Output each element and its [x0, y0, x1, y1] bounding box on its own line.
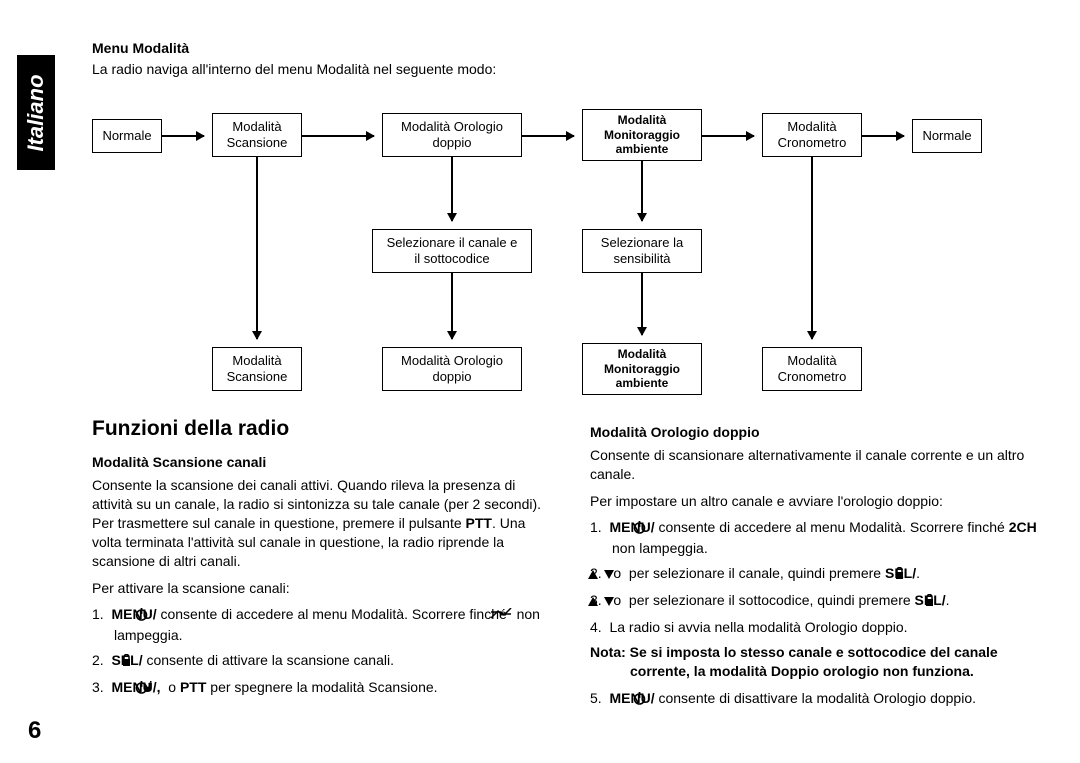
right-steps-2: 5. MENU/ consente di disattivare la moda…	[590, 689, 1050, 710]
node-monitor-top: ModalitàMonitoraggioambiente	[582, 109, 702, 161]
page-content: Menu Modalità La radio naviga all'intern…	[92, 40, 1050, 716]
two-column-body: Funzioni della radio Modalità Scansione …	[92, 415, 1050, 716]
arrow	[162, 135, 204, 137]
node-monitor-bot: ModalitàMonitoraggioambiente	[582, 343, 702, 395]
list-item: 3. o per selezionare il sottocodice, qui…	[590, 591, 1050, 612]
node-scansione-top: ModalitàScansione	[212, 113, 302, 157]
subheading-orologio: Modalità Orologio doppio	[590, 423, 1050, 442]
sidebar-language-tab: Italiano	[17, 55, 55, 170]
list-item: 2. o per selezionare il canale, quindi p…	[590, 564, 1050, 585]
list-item: 3. MENU/, o PTT per spegnere la modalità…	[92, 678, 552, 699]
section-heading-menu: Menu Modalità	[92, 40, 1050, 56]
mode-flow-diagram: Normale ModalitàScansione Modalità Orolo…	[92, 99, 1062, 409]
page-number: 6	[28, 717, 41, 745]
list-item: 4. La radio si avvia nella modalità Orol…	[590, 618, 1050, 637]
right-para-1: Consente di scansionare alternativamente…	[590, 446, 1050, 484]
left-para-2: Per attivare la scansione canali:	[92, 579, 552, 598]
arrow	[256, 157, 258, 339]
list-item: 1. MENU/ consente di accedere al menu Mo…	[92, 605, 552, 645]
arrow	[811, 157, 813, 339]
node-normale-start: Normale	[92, 119, 162, 153]
arrow	[522, 135, 574, 137]
list-item: 2. SEL/ consente di attivare la scansion…	[92, 651, 552, 672]
section-intro: La radio naviga all'interno del menu Mod…	[92, 60, 1050, 79]
left-para-1: Consente la scansione dei canali attivi.…	[92, 476, 552, 570]
arrow	[641, 273, 643, 335]
arrow	[702, 135, 754, 137]
arrow	[451, 157, 453, 221]
arrow	[862, 135, 904, 137]
heading-funzioni: Funzioni della radio	[92, 415, 552, 443]
node-orologio-top: Modalità Orologiodoppio	[382, 113, 522, 157]
arrow	[302, 135, 374, 137]
right-para-2: Per impostare un altro canale e avviare …	[590, 492, 1050, 511]
list-item: 5. MENU/ consente di disattivare la moda…	[590, 689, 1050, 710]
note-block: Nota: Se si imposta lo stesso canale e s…	[608, 643, 1050, 681]
list-item: 1. MENU/ consente di accedere al menu Mo…	[590, 518, 1050, 558]
node-select-sens: Selezionare lasensibilità	[582, 229, 702, 273]
node-select-channel: Selezionare il canale eil sottocodice	[372, 229, 532, 273]
right-column: Modalità Orologio doppio Consente di sca…	[590, 415, 1050, 716]
node-orologio-bot: Modalità Orologiodoppio	[382, 347, 522, 391]
twoch-icon: 2CH	[1009, 519, 1037, 535]
left-column: Funzioni della radio Modalità Scansione …	[92, 415, 552, 716]
node-cronometro-top: ModalitàCronometro	[762, 113, 862, 157]
node-normale-end: Normale	[912, 119, 982, 153]
left-steps: 1. MENU/ consente di accedere al menu Mo…	[92, 605, 552, 699]
arrow	[451, 273, 453, 339]
subheading-scansione: Modalità Scansione canali	[92, 453, 552, 472]
arrow	[641, 161, 643, 221]
right-steps: 1. MENU/ consente di accedere al menu Mo…	[590, 518, 1050, 636]
node-scansione-bot: ModalitàScansione	[212, 347, 302, 391]
sidebar-language-label: Italiano	[23, 74, 49, 151]
node-cronometro-bot: ModalitàCronometro	[762, 347, 862, 391]
